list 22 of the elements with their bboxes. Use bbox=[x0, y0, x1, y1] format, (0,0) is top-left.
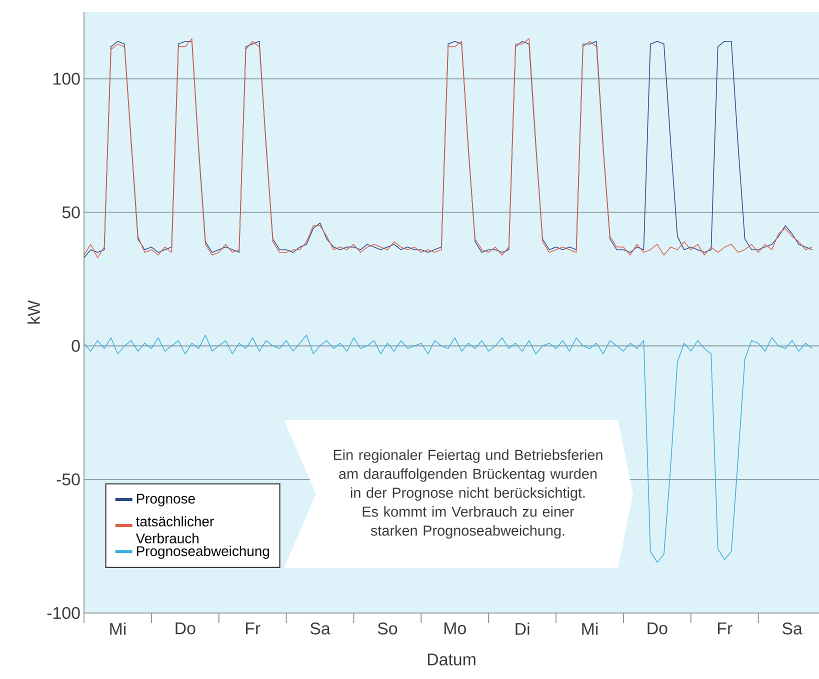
x-tick-label: Do bbox=[648, 622, 668, 634]
x-tick-label: Mo bbox=[444, 622, 466, 634]
y-tick-label: -50 bbox=[56, 473, 80, 486]
x-tick-label: Di bbox=[516, 622, 530, 635]
annotation: Ein regionaler Feiertag und Betriebsferien am darauffolgenden Brückentag wurden in der Prognose nicht berücksichtigt. Es kommt im Verbrauch zu einer starken Prognoseabweichung. bbox=[334, 449, 602, 539]
legend-label: tatsächlicher Verbrauch bbox=[136, 516, 214, 544]
x-tick-label: So bbox=[378, 622, 398, 635]
x-tick-label: Sa bbox=[310, 622, 330, 635]
legend-label: Prognose bbox=[136, 494, 195, 506]
y-axis-title: kW bbox=[27, 300, 40, 324]
x-axis-title: Datum bbox=[428, 654, 476, 666]
x-tick-label: Fr bbox=[246, 622, 260, 634]
y-tick-label: -100 bbox=[47, 606, 80, 619]
legend-label: Prognoseabweichung bbox=[136, 546, 270, 559]
y-tick-label: 50 bbox=[62, 206, 80, 218]
x-tick-label: Mi bbox=[110, 622, 126, 635]
x-tick-label: Mi bbox=[582, 622, 598, 635]
x-tick-label: Sa bbox=[782, 622, 802, 635]
y-tick-label: 100 bbox=[54, 72, 80, 85]
y-tick-label: 0 bbox=[72, 340, 80, 352]
x-tick-label: Fr bbox=[718, 622, 732, 634]
x-tick-label: Do bbox=[176, 622, 196, 634]
